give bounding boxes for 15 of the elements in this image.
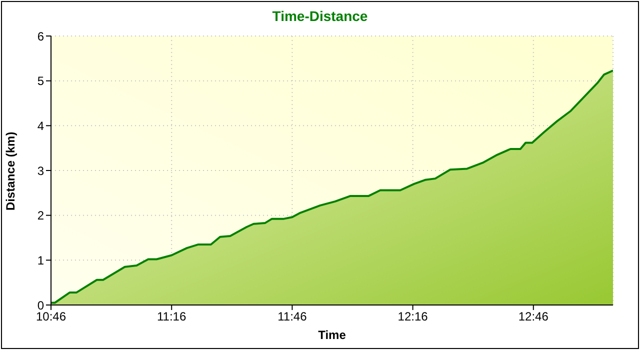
y-axis-title: Distance (km) [3, 132, 18, 210]
x-axis-title: Time [318, 328, 346, 342]
y-tick-label: 3 [37, 164, 44, 178]
y-tick-label: 4 [37, 118, 44, 133]
chart-title: Time-Distance [271, 8, 369, 24]
x-tick-label: 11:46 [278, 310, 308, 324]
y-tick-label: 5 [37, 74, 44, 88]
x-tick-label: 12:16 [398, 310, 428, 324]
y-tick-label: 2 [37, 208, 44, 223]
y-tick-label: 6 [37, 29, 44, 44]
x-tick-label: 11:16 [157, 310, 186, 324]
x-tick-label: 10:46 [36, 310, 66, 324]
y-tick-label: 1 [37, 253, 44, 268]
y-tick-label: 0 [37, 298, 44, 312]
x-tick-label: 12:46 [518, 310, 549, 324]
